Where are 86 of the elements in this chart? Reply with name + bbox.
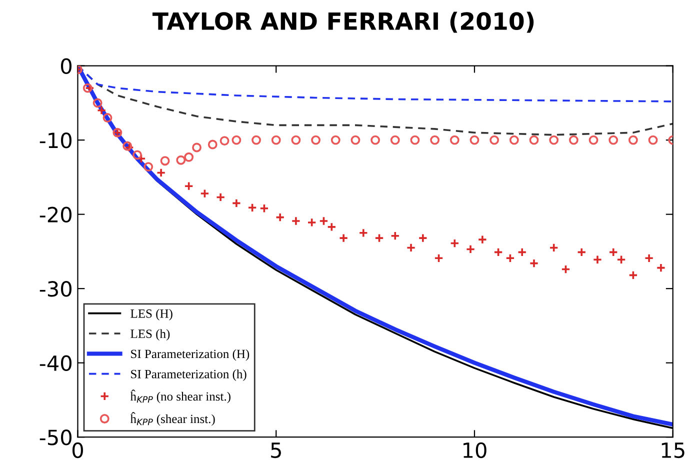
point [390,231,400,241]
point [156,168,166,178]
point [608,247,618,257]
point [259,204,269,214]
point [184,152,194,162]
point [576,247,586,257]
point [450,238,460,248]
y-tick-label: -40 [40,355,72,372]
y-tick-label: 0 [61,58,72,74]
point [232,135,242,145]
point [517,247,527,257]
point [271,135,281,145]
point [410,135,420,145]
point [132,150,142,160]
point [656,263,666,273]
point [644,253,654,263]
point [418,233,428,243]
point [616,254,626,264]
point [549,243,559,252]
point [390,135,400,145]
point [96,106,106,116]
point [102,113,112,123]
x-tick-label: 0 [72,442,83,458]
point [330,135,340,145]
legend-label: ĥ$_{KPP}$ (no shear inst.) [130,390,230,404]
point [358,228,368,238]
point [470,135,480,145]
point [176,155,186,165]
point [232,198,242,208]
point [291,216,301,226]
legend-label: LES (h) [130,329,170,341]
point [568,135,578,145]
point [505,253,515,263]
legend-label: ĥ$_{KPP}$ (shear inst.) [130,412,215,426]
point [311,135,321,145]
point [136,154,146,164]
point [184,181,194,191]
point [307,218,317,228]
point [561,264,570,274]
point [478,234,488,244]
point [450,135,460,145]
point [216,192,226,202]
point [549,135,559,145]
legend-label: SI Parameterization (H) [131,349,250,361]
x-tick-label: 10 [464,442,486,458]
point [144,162,154,172]
point [160,156,170,166]
y-tick-label: -30 [40,281,72,297]
point [291,135,301,145]
point [430,135,440,145]
legend-label: SI Parameterization (h) [131,370,246,381]
point [338,233,348,243]
legend-label: LES (H) [130,309,172,320]
point [509,135,519,145]
point [608,135,618,145]
point [466,244,476,254]
point [370,135,380,145]
x-tick-label: 15 [662,442,684,458]
point [434,253,444,263]
point [319,216,328,226]
point [628,135,638,145]
y-tick-label: -20 [40,206,72,223]
point [628,270,638,280]
point [200,188,210,198]
point [252,135,262,145]
point [490,135,500,145]
point [588,135,598,145]
point [275,212,285,222]
point [208,140,218,150]
chart-title: TAYLOR AND FERRARI (2010) [152,12,534,33]
point [248,202,258,212]
point [350,135,360,145]
point [648,135,658,145]
point [374,233,384,243]
point [494,247,504,257]
point [220,136,230,146]
point [92,98,102,108]
y-tick-label: -50 [40,430,72,446]
point [406,243,416,252]
x-tick-label: 5 [271,442,281,458]
point [592,254,602,264]
point [192,142,202,152]
y-tick-label: -10 [40,132,72,148]
point [529,258,539,268]
point [529,135,539,145]
point [326,222,336,232]
